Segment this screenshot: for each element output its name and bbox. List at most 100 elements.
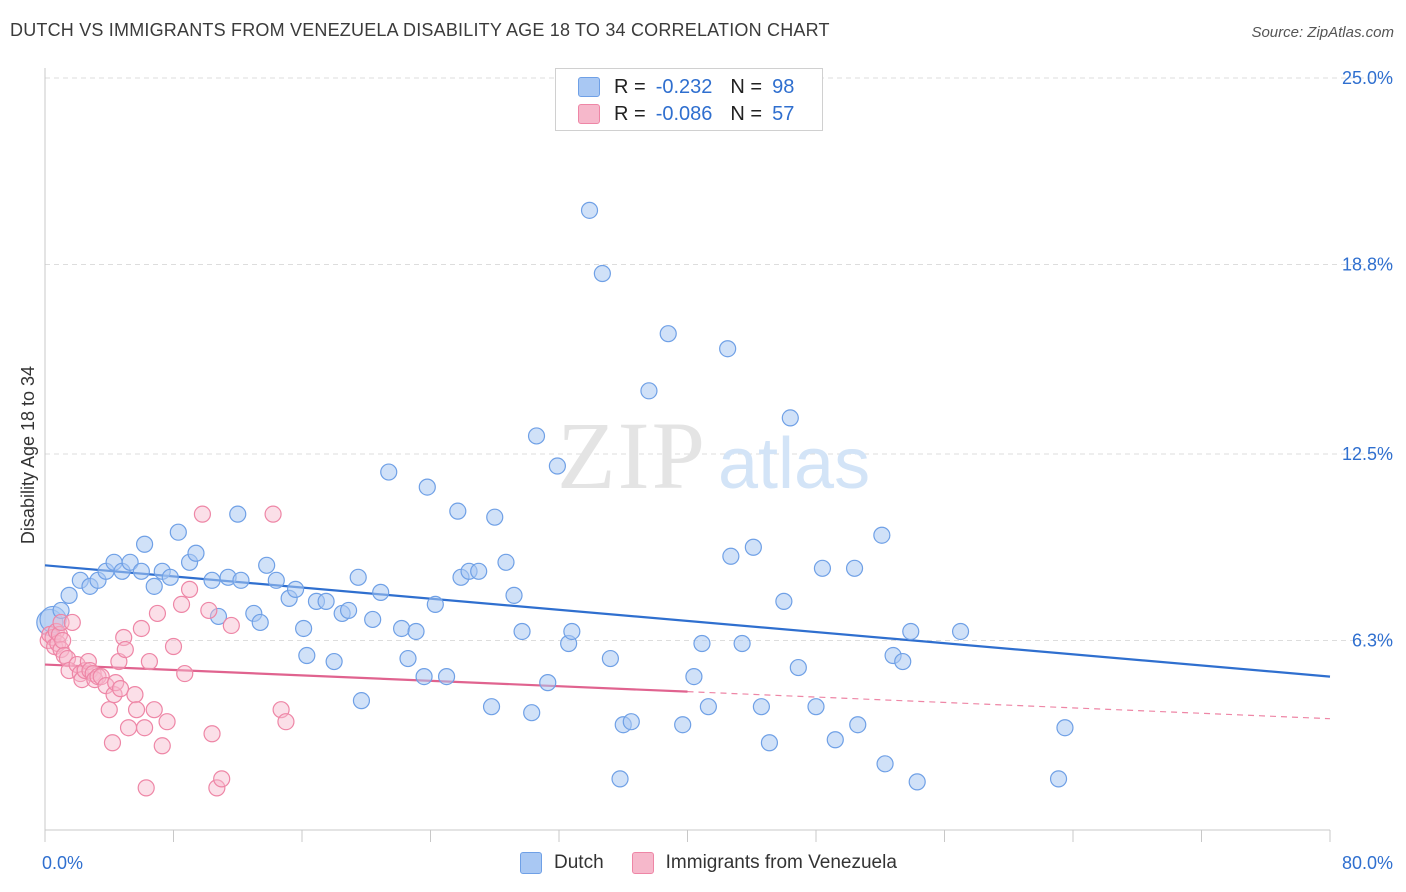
dutch-point bbox=[52, 601, 70, 620]
n-label: N = bbox=[730, 75, 763, 98]
dutch-point bbox=[674, 716, 692, 734]
venezuela-point bbox=[127, 701, 146, 719]
venezuela-point bbox=[140, 652, 159, 671]
dutch-point bbox=[426, 595, 444, 614]
dutch-point bbox=[523, 704, 541, 722]
r-value: -0.086 bbox=[655, 102, 713, 125]
n-value: 57 bbox=[772, 102, 795, 125]
dutch-point bbox=[849, 716, 867, 734]
dutch-point bbox=[902, 622, 920, 641]
x-tick-label-min: 0.0% bbox=[42, 853, 83, 873]
dutch-point bbox=[203, 571, 221, 589]
dutch-point bbox=[470, 562, 488, 580]
dutch-point bbox=[161, 568, 179, 586]
r-label: R = bbox=[614, 102, 646, 125]
dutch-point bbox=[659, 325, 677, 343]
dutch-point bbox=[548, 457, 566, 475]
dutch-point bbox=[601, 649, 620, 668]
venezuela-point bbox=[277, 713, 295, 731]
dutch-point bbox=[685, 667, 703, 686]
dutch-point bbox=[622, 713, 640, 731]
dutch-point bbox=[392, 619, 411, 638]
trend-line-venezuela bbox=[44, 663, 688, 693]
venezuela-point bbox=[180, 580, 199, 598]
dutch-point bbox=[693, 634, 711, 653]
venezuela-point bbox=[100, 701, 118, 719]
dutch-point bbox=[121, 553, 139, 571]
dutch-point bbox=[135, 535, 154, 553]
dutch-point bbox=[908, 773, 926, 791]
venezuela-point bbox=[119, 719, 138, 737]
dutch-point bbox=[1049, 770, 1068, 788]
dutch-point bbox=[258, 556, 276, 574]
watermark-atlas: atlas bbox=[718, 424, 870, 504]
n-value: 98 bbox=[772, 75, 795, 98]
venezuela-point bbox=[222, 616, 240, 635]
dutch-point bbox=[1056, 719, 1074, 737]
venezuela-point bbox=[126, 686, 144, 704]
dutch-point bbox=[352, 692, 371, 710]
dutch-point bbox=[807, 698, 825, 716]
dutch-point bbox=[486, 508, 504, 526]
dutch-point bbox=[611, 770, 629, 788]
dutch-point bbox=[286, 580, 305, 598]
venezuela-point bbox=[193, 505, 212, 523]
dutch-point bbox=[60, 586, 78, 604]
dutch-point bbox=[894, 652, 912, 671]
dutch-point bbox=[187, 544, 205, 562]
venezuela-point bbox=[92, 667, 110, 686]
dutch-point bbox=[325, 652, 343, 671]
dutch-point bbox=[209, 607, 228, 626]
chart-title: DUTCH VS IMMIGRANTS FROM VENEZUELA DISAB… bbox=[10, 20, 830, 40]
dutch-point bbox=[813, 559, 832, 577]
y-tick-label: 6.3% bbox=[1352, 630, 1393, 650]
dutch-point bbox=[349, 568, 367, 586]
watermark: ZIP atlas bbox=[557, 402, 870, 509]
dutch-point bbox=[760, 734, 779, 752]
venezuela-point bbox=[148, 604, 167, 623]
dutch-point bbox=[145, 577, 163, 595]
dutch-point bbox=[951, 622, 970, 641]
dutch-point bbox=[418, 478, 436, 496]
dutch-point bbox=[364, 610, 382, 629]
dutch-point bbox=[640, 382, 658, 400]
venezuela-point bbox=[203, 725, 221, 743]
dutch-point bbox=[752, 698, 770, 716]
dutch-point bbox=[580, 201, 599, 219]
venezuela-point bbox=[111, 680, 130, 698]
venezuela-point bbox=[63, 613, 81, 632]
dutch-point bbox=[719, 340, 737, 358]
stats-row-venezuela: R = -0.086 N = 57 bbox=[578, 102, 794, 126]
dutch-point bbox=[232, 571, 250, 589]
y-tick-label: 25.0% bbox=[1342, 68, 1393, 88]
dutch-point bbox=[775, 592, 793, 610]
watermark-zip: ZIP bbox=[557, 402, 707, 509]
venezuela-point bbox=[145, 701, 163, 719]
dutch-point bbox=[399, 649, 417, 668]
dutch-point bbox=[722, 547, 740, 565]
dutch-point bbox=[513, 622, 531, 641]
dutch-point bbox=[132, 562, 150, 580]
venezuela-swatch bbox=[631, 852, 654, 874]
n-label: N = bbox=[730, 102, 763, 125]
venezuela-point bbox=[153, 737, 171, 755]
dutch-swatch bbox=[578, 77, 600, 97]
dutch-point bbox=[744, 538, 762, 556]
legend-item-venezuela: Immigrants from Venezuela bbox=[631, 852, 897, 874]
x-tick-label-max: 80.0% bbox=[1342, 853, 1393, 873]
dutch-point bbox=[789, 658, 807, 677]
legend-label-venezuela: Immigrants from Venezuela bbox=[665, 852, 897, 873]
venezuela-point bbox=[164, 637, 183, 656]
series-venezuela-points bbox=[39, 505, 295, 797]
r-label: R = bbox=[614, 75, 646, 98]
venezuela-swatch bbox=[578, 104, 600, 124]
grid-lines bbox=[45, 77, 1395, 641]
dutch-point bbox=[781, 409, 799, 427]
dutch-point bbox=[298, 646, 316, 665]
venezuela-point bbox=[71, 664, 89, 683]
dutch-point bbox=[437, 667, 456, 686]
tick-labels: 6.3% 12.5% 18.8% 25.0% 0.0% 80.0% bbox=[42, 68, 1393, 873]
dutch-point bbox=[251, 613, 269, 632]
venezuela-point bbox=[135, 719, 154, 737]
